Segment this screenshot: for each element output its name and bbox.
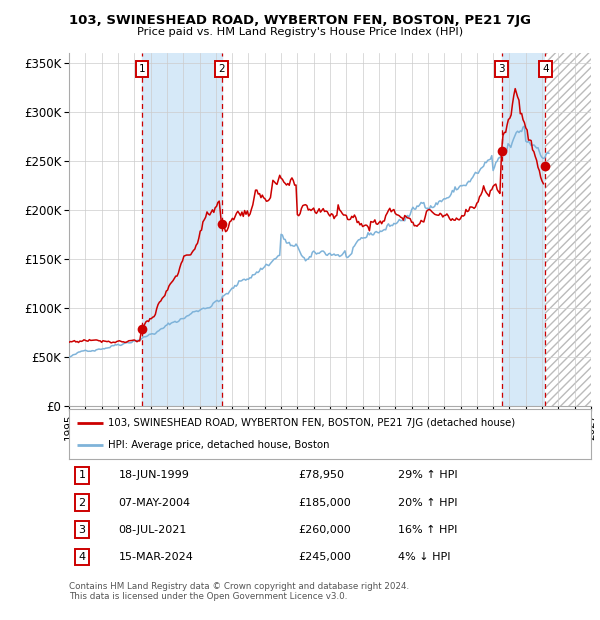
Text: 2: 2 xyxy=(218,64,225,74)
Text: £185,000: £185,000 xyxy=(299,498,352,508)
Text: 07-MAY-2004: 07-MAY-2004 xyxy=(119,498,191,508)
Text: 18-JUN-1999: 18-JUN-1999 xyxy=(119,471,190,480)
Text: 4: 4 xyxy=(542,64,549,74)
Text: 3: 3 xyxy=(79,525,86,534)
Text: 2: 2 xyxy=(79,498,86,508)
Text: 08-JUL-2021: 08-JUL-2021 xyxy=(119,525,187,534)
Text: £245,000: £245,000 xyxy=(299,552,352,562)
Text: 15-MAR-2024: 15-MAR-2024 xyxy=(119,552,193,562)
Text: £260,000: £260,000 xyxy=(299,525,352,534)
Text: 3: 3 xyxy=(498,64,505,74)
Text: 20% ↑ HPI: 20% ↑ HPI xyxy=(398,498,457,508)
Text: 103, SWINESHEAD ROAD, WYBERTON FEN, BOSTON, PE21 7JG (detached house): 103, SWINESHEAD ROAD, WYBERTON FEN, BOST… xyxy=(108,418,515,428)
Text: This data is licensed under the Open Government Licence v3.0.: This data is licensed under the Open Gov… xyxy=(69,592,347,601)
Text: 4% ↓ HPI: 4% ↓ HPI xyxy=(398,552,451,562)
Bar xyxy=(545,53,591,406)
Text: 103, SWINESHEAD ROAD, WYBERTON FEN, BOSTON, PE21 7JG: 103, SWINESHEAD ROAD, WYBERTON FEN, BOST… xyxy=(69,14,531,27)
Text: HPI: Average price, detached house, Boston: HPI: Average price, detached house, Bost… xyxy=(108,440,329,450)
Bar xyxy=(545,53,591,406)
Bar xyxy=(142,53,221,406)
Text: 29% ↑ HPI: 29% ↑ HPI xyxy=(398,471,457,480)
Text: 4: 4 xyxy=(79,552,86,562)
Text: 1: 1 xyxy=(139,64,145,74)
Text: Price paid vs. HM Land Registry's House Price Index (HPI): Price paid vs. HM Land Registry's House … xyxy=(137,27,463,37)
Text: 1: 1 xyxy=(79,471,86,480)
Text: 16% ↑ HPI: 16% ↑ HPI xyxy=(398,525,457,534)
Text: £78,950: £78,950 xyxy=(299,471,344,480)
Text: Contains HM Land Registry data © Crown copyright and database right 2024.: Contains HM Land Registry data © Crown c… xyxy=(69,582,409,591)
Bar xyxy=(502,53,545,406)
